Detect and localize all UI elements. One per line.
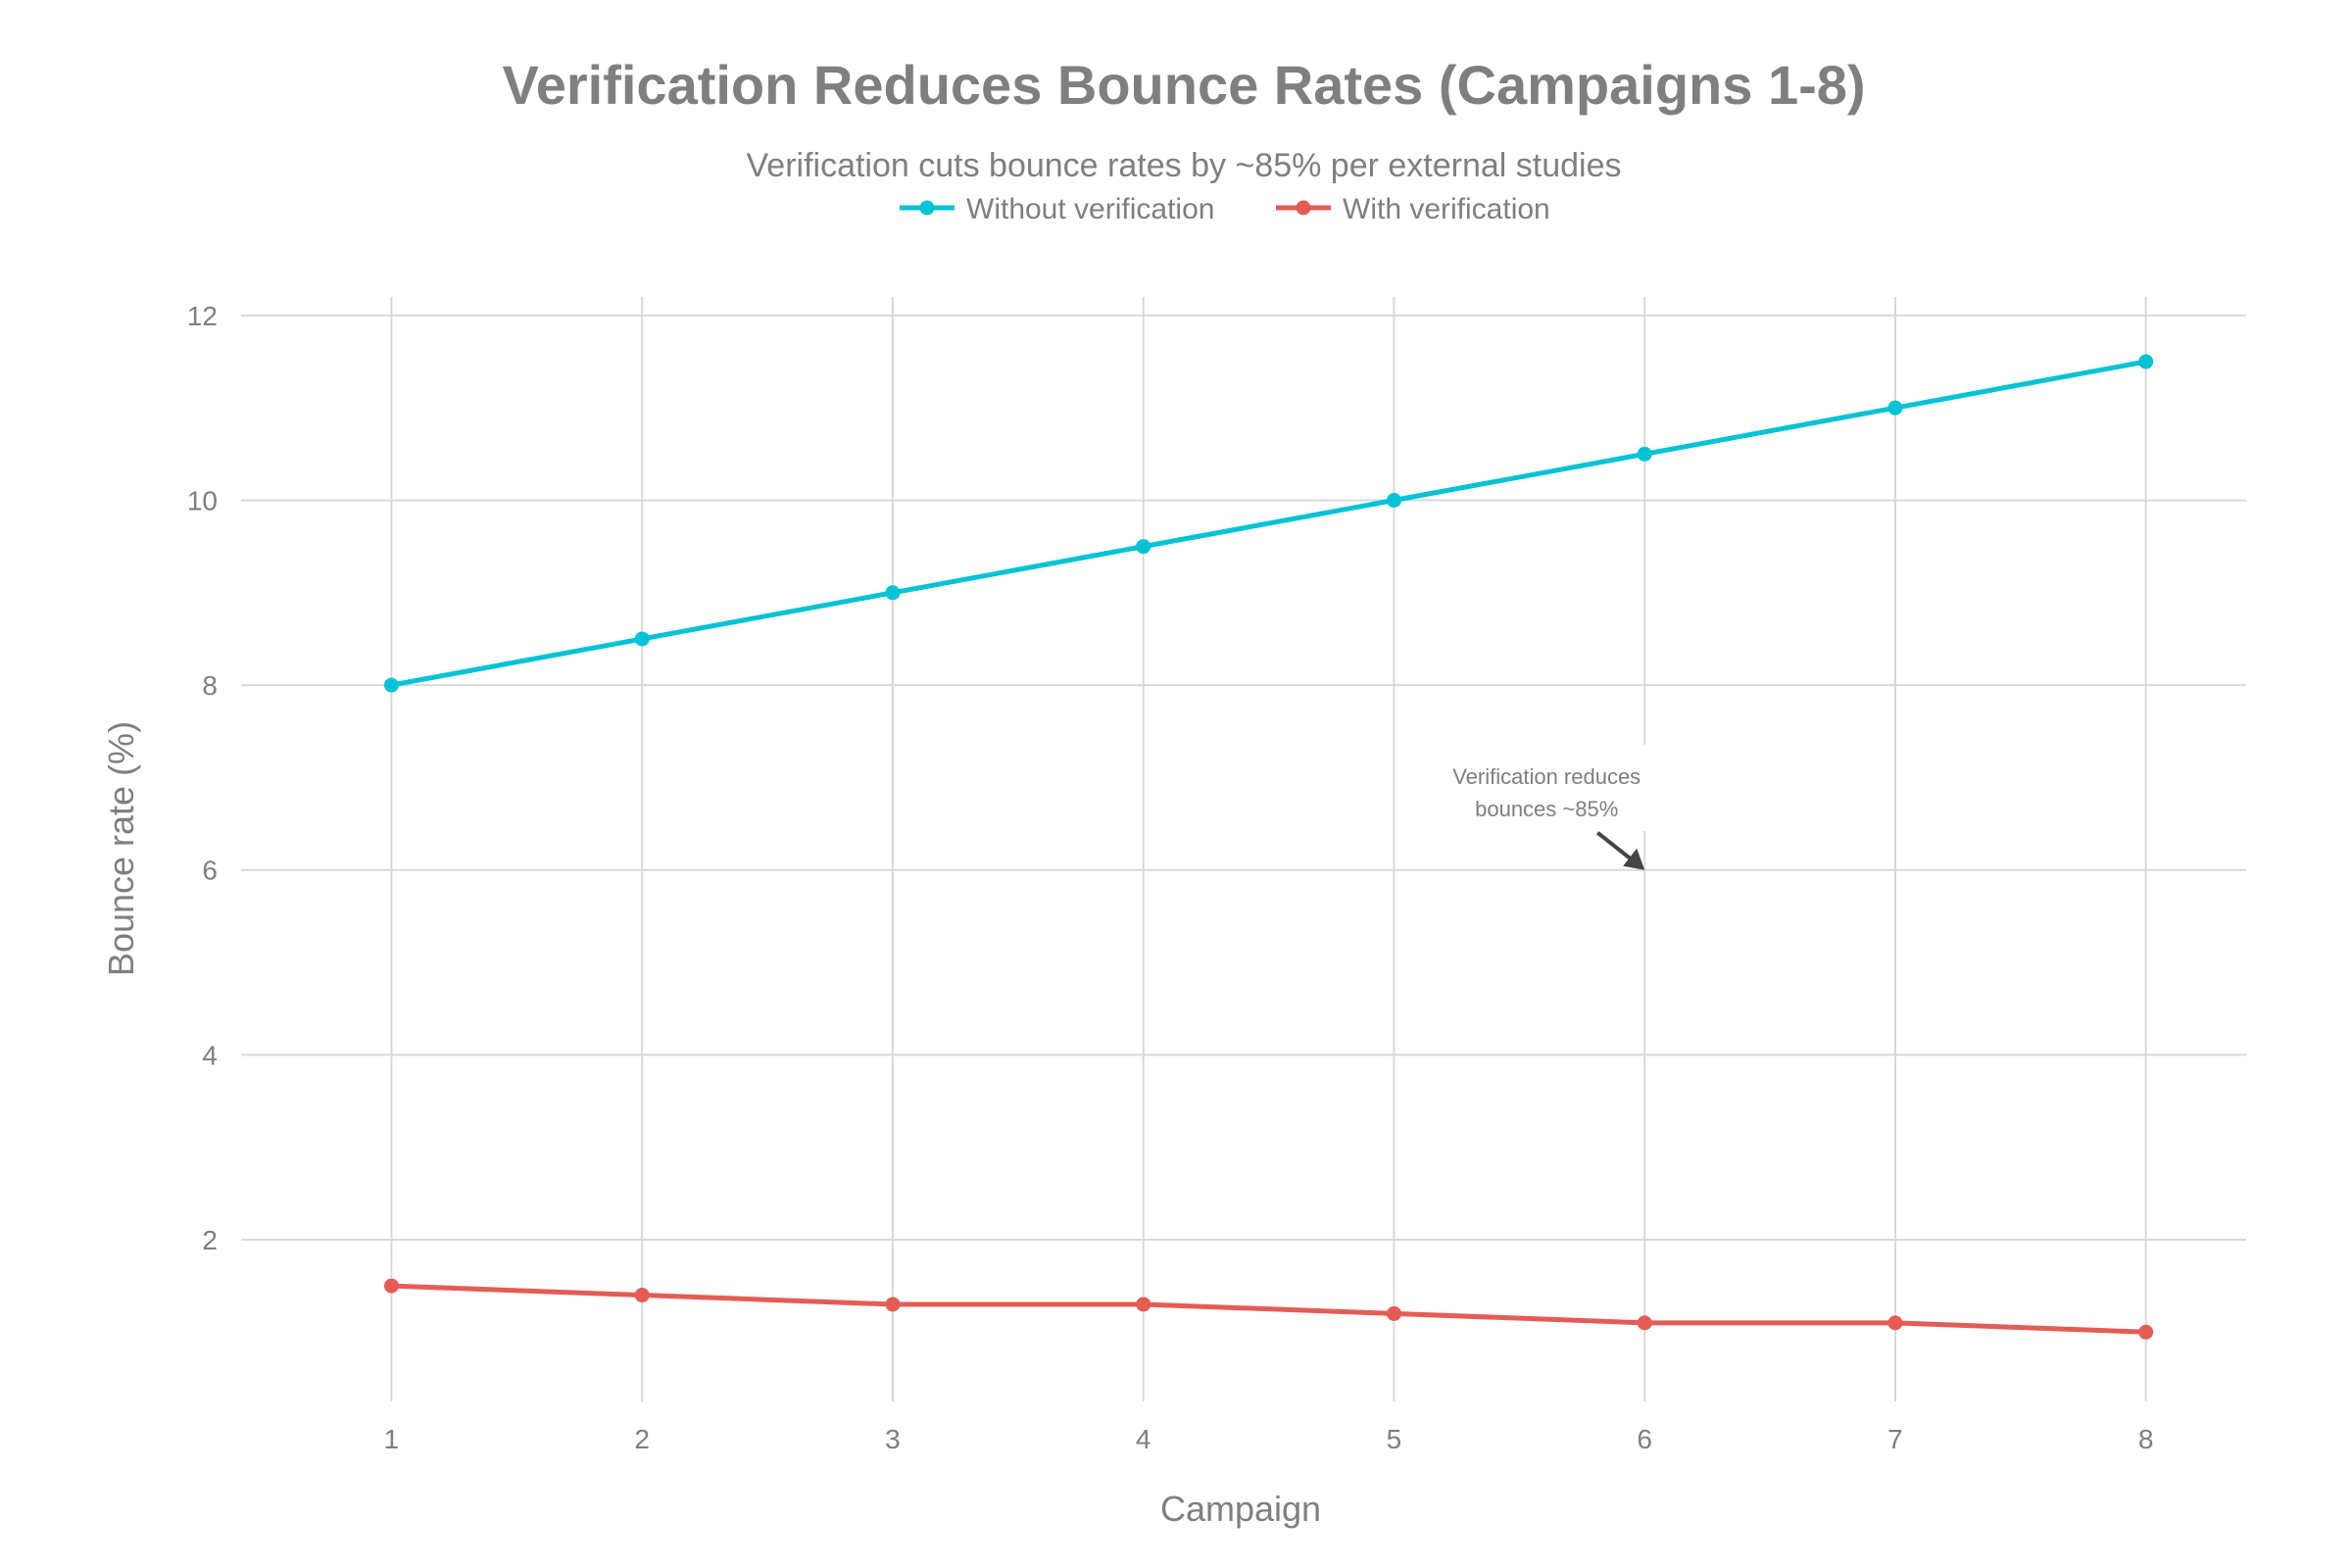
x-axis-title: Campaign — [1160, 1489, 1321, 1529]
data-point — [885, 1297, 901, 1312]
annotation-backdrop — [1637, 745, 1653, 831]
data-point — [634, 631, 650, 647]
data-point — [1386, 492, 1401, 508]
data-point — [1637, 446, 1652, 462]
x-tick-label: 4 — [1136, 1424, 1152, 1454]
data-point — [383, 1278, 399, 1294]
data-point — [1887, 400, 1903, 416]
grid — [241, 297, 2246, 1401]
legend-label: Without verification — [966, 193, 1214, 225]
series-line-1 — [391, 1283, 2146, 1335]
data-point — [383, 677, 399, 693]
data-point — [2138, 1324, 2154, 1340]
y-tick-label: 10 — [187, 485, 218, 515]
x-tick-label: 2 — [634, 1424, 650, 1454]
data-point — [1136, 539, 1152, 555]
data-point — [1386, 1305, 1401, 1321]
data-point — [2138, 354, 2154, 369]
x-tick-label: 8 — [2138, 1424, 2154, 1454]
data-point — [885, 585, 901, 601]
x-tick-label: 6 — [1637, 1424, 1652, 1454]
x-tick-label: 7 — [1887, 1424, 1903, 1454]
annotation-arrow-line — [1595, 831, 1637, 864]
series-line-0 — [390, 359, 2147, 688]
annotation-text: bounces ~85% — [1475, 797, 1618, 821]
annotation: Verification reduces bounces ~85% — [1452, 745, 1653, 870]
y-axis-title: Bounce rate (%) — [101, 721, 141, 976]
legend-label: With verification — [1343, 193, 1550, 225]
series — [383, 354, 2154, 1340]
legend-marker — [919, 200, 935, 216]
y-tick-label: 8 — [202, 670, 218, 701]
legend: Without verification With verification — [900, 193, 1550, 225]
y-tick-label: 2 — [202, 1225, 218, 1255]
annotation-text: Verification reduces — [1452, 764, 1641, 789]
y-tick-label: 12 — [187, 301, 218, 331]
x-tick-label: 5 — [1387, 1424, 1402, 1454]
data-point — [1887, 1315, 1903, 1331]
x-tick-label: 1 — [384, 1424, 400, 1454]
y-tick-label: 6 — [202, 856, 218, 886]
y-tick-label: 4 — [202, 1040, 218, 1070]
arrow-head-icon — [1623, 848, 1645, 870]
x-tick-label: 3 — [885, 1424, 901, 1454]
chart-title: Verification Reduces Bounce Rates (Campa… — [502, 54, 1865, 116]
legend-marker — [1296, 200, 1311, 216]
data-point — [1136, 1297, 1152, 1312]
data-point — [634, 1288, 650, 1303]
data-point — [1637, 1315, 1652, 1331]
chart-subtitle: Verification cuts bounce rates by ~85% p… — [746, 147, 1621, 184]
